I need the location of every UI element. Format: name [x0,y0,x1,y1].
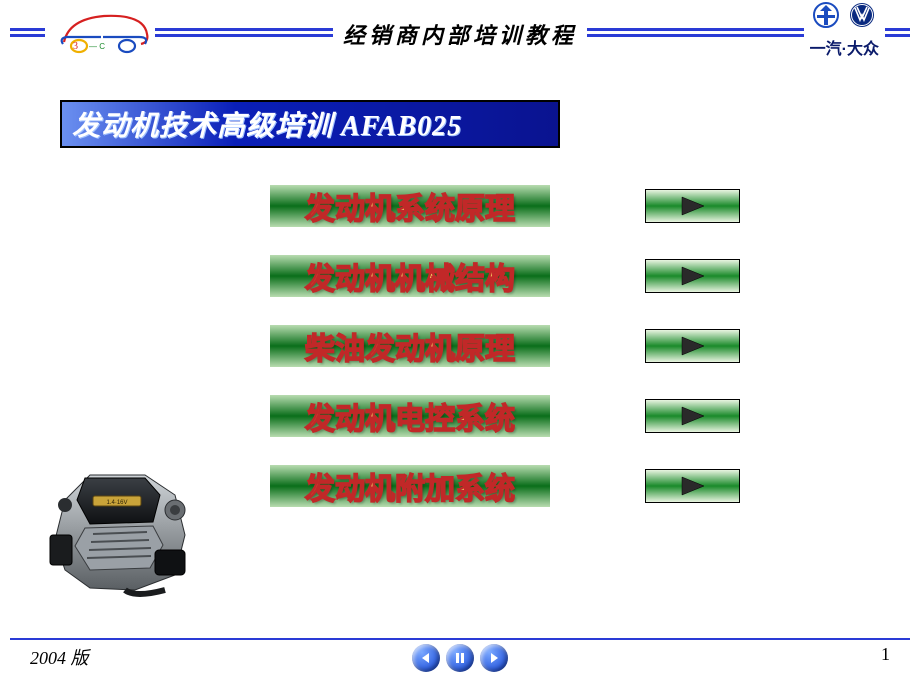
menu-item-label[interactable]: 柴油发动机原理 [270,325,550,367]
play-button[interactable] [645,329,740,363]
menu-item-label[interactable]: 发动机系统原理 [270,185,550,227]
nav-controls [412,644,508,672]
play-button[interactable] [645,469,740,503]
footer-version: 2004 版 [30,644,89,670]
page-number: 1 [881,644,890,665]
svg-text:— C: — C [89,42,105,51]
next-button[interactable] [480,644,508,672]
menu-item-label[interactable]: 发动机电控系统 [270,395,550,437]
play-button[interactable] [645,259,740,293]
play-button[interactable] [645,189,740,223]
car-sketch-logo: — C 3 [45,4,155,54]
header: — C 3 经销商内部培训教程 一汽·大众 [0,0,920,60]
brand-text: 一汽·大众 [810,35,879,59]
header-title: 经销商内部培训教程 [333,18,587,50]
svg-text:3: 3 [73,41,78,52]
menu-item-label[interactable]: 发动机附加系统 [270,465,550,507]
pause-button[interactable] [446,644,474,672]
menu: 发动机系统原理发动机机械结构柴油发动机原理发动机电控系统发动机附加系统 [270,185,740,535]
brand-block: 一汽·大众 [804,2,885,59]
menu-row-4: 发动机附加系统 [270,465,740,507]
vw-logo-icon [849,2,875,33]
menu-row-2: 柴油发动机原理 [270,325,740,367]
footer-rule [10,638,910,640]
svg-text:1.4·16V: 1.4·16V [106,500,127,506]
menu-row-3: 发动机电控系统 [270,395,740,437]
menu-item-label[interactable]: 发动机机械结构 [270,255,550,297]
course-title-bar: 发动机技术高级培训 AFAB025 [60,100,560,148]
menu-row-0: 发动机系统原理 [270,185,740,227]
play-button[interactable] [645,399,740,433]
prev-button[interactable] [412,644,440,672]
menu-row-1: 发动机机械结构 [270,255,740,297]
faw-logo-icon [813,2,839,33]
footer: 2004 版 1 [0,632,920,672]
engine-illustration: 1.4·16V [35,450,205,600]
